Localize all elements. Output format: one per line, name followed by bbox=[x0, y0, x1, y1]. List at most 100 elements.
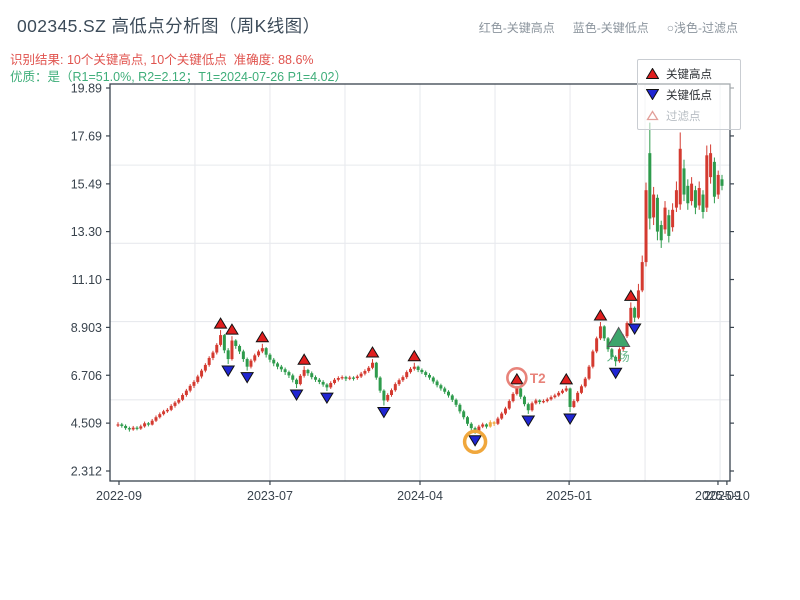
legend-item-key-high: 关键高点 bbox=[646, 63, 732, 84]
candle bbox=[420, 368, 424, 375]
candle bbox=[203, 363, 207, 373]
key-high-marker bbox=[297, 353, 312, 365]
candle bbox=[382, 389, 386, 406]
candle bbox=[454, 398, 458, 407]
candle bbox=[317, 378, 321, 385]
key-high-marker bbox=[509, 372, 524, 385]
candle bbox=[162, 409, 166, 416]
candle bbox=[287, 370, 291, 379]
candle bbox=[492, 421, 496, 426]
candle bbox=[120, 422, 124, 428]
candle bbox=[405, 370, 409, 379]
candle bbox=[712, 157, 716, 204]
candle bbox=[352, 376, 356, 381]
y-tick-label: 6.706 bbox=[71, 369, 102, 383]
candle bbox=[469, 422, 473, 431]
candle bbox=[363, 369, 367, 376]
candle bbox=[568, 387, 572, 412]
key-high-marker bbox=[225, 323, 239, 335]
candle bbox=[538, 399, 542, 405]
candle bbox=[431, 376, 435, 384]
candle bbox=[336, 376, 340, 382]
candle bbox=[325, 383, 329, 392]
candle bbox=[424, 370, 428, 378]
candle bbox=[705, 145, 709, 212]
candle bbox=[196, 374, 200, 384]
candle bbox=[139, 424, 143, 430]
y-tick-label: 15.49 bbox=[71, 177, 102, 191]
candle bbox=[644, 182, 648, 267]
candle bbox=[226, 348, 230, 365]
candle bbox=[541, 399, 545, 404]
legend-label: 关键低点 bbox=[666, 89, 712, 102]
candle bbox=[238, 344, 242, 355]
candle bbox=[576, 391, 580, 403]
candle bbox=[298, 374, 302, 386]
candle bbox=[340, 375, 344, 380]
candle bbox=[435, 379, 439, 388]
key-high-marker bbox=[365, 346, 380, 358]
candle bbox=[606, 337, 610, 352]
candle bbox=[188, 384, 192, 393]
key-high-marker bbox=[213, 317, 228, 329]
candle bbox=[314, 375, 318, 382]
page-title: 002345.SZ 高低点分析图（周K线图） bbox=[17, 16, 321, 36]
candle bbox=[192, 380, 196, 389]
candle bbox=[560, 388, 564, 395]
candle bbox=[572, 399, 576, 409]
candle bbox=[245, 357, 249, 371]
key-low-marker bbox=[240, 372, 255, 384]
candle bbox=[295, 378, 299, 389]
candle bbox=[667, 209, 671, 243]
candle bbox=[671, 203, 675, 232]
candle bbox=[165, 408, 169, 413]
candle bbox=[610, 347, 614, 360]
x-tick-label: 2025-10 bbox=[704, 489, 750, 503]
candle bbox=[333, 378, 337, 385]
candle bbox=[640, 255, 644, 293]
candle bbox=[374, 361, 378, 380]
key-low-markers bbox=[221, 323, 642, 447]
legend-item-filtered: 过滤点 bbox=[646, 105, 732, 126]
candle bbox=[412, 362, 416, 371]
candle bbox=[655, 194, 659, 241]
candle bbox=[390, 388, 394, 397]
t2-label: T2 bbox=[530, 371, 546, 386]
candle bbox=[511, 392, 515, 403]
candle bbox=[416, 365, 420, 373]
candle bbox=[348, 375, 352, 381]
legend-item-key-low: 关键低点 bbox=[646, 84, 732, 105]
candle bbox=[625, 321, 629, 338]
candle bbox=[169, 404, 173, 412]
candle bbox=[553, 393, 557, 399]
candle bbox=[393, 382, 397, 392]
candle bbox=[367, 366, 371, 373]
y-tick-label: 2.312 bbox=[71, 465, 102, 479]
candle bbox=[450, 394, 454, 402]
legend-label: 关键高点 bbox=[666, 68, 712, 81]
key-low-marker bbox=[608, 367, 623, 380]
candle bbox=[465, 415, 469, 426]
candle bbox=[264, 347, 268, 358]
note-key-low: 蓝色-关键低点 bbox=[572, 21, 649, 35]
chart-legend: 关键高点 关键低点 过滤点 bbox=[637, 59, 741, 130]
candle bbox=[378, 376, 382, 393]
candle bbox=[135, 426, 139, 431]
candle bbox=[291, 373, 295, 383]
candle bbox=[507, 399, 511, 410]
candle bbox=[709, 144, 713, 184]
key-low-marker bbox=[320, 392, 334, 405]
candle bbox=[481, 422, 485, 429]
candle bbox=[462, 409, 466, 420]
candle bbox=[219, 330, 223, 347]
x-tick-label: 2025-09 bbox=[695, 489, 741, 503]
key-low-marker bbox=[377, 406, 391, 419]
candle bbox=[321, 380, 325, 387]
candle bbox=[181, 393, 185, 402]
candle bbox=[648, 122, 652, 230]
candle bbox=[386, 393, 390, 402]
candle bbox=[355, 374, 359, 380]
candle bbox=[458, 403, 462, 414]
candle bbox=[693, 185, 697, 215]
